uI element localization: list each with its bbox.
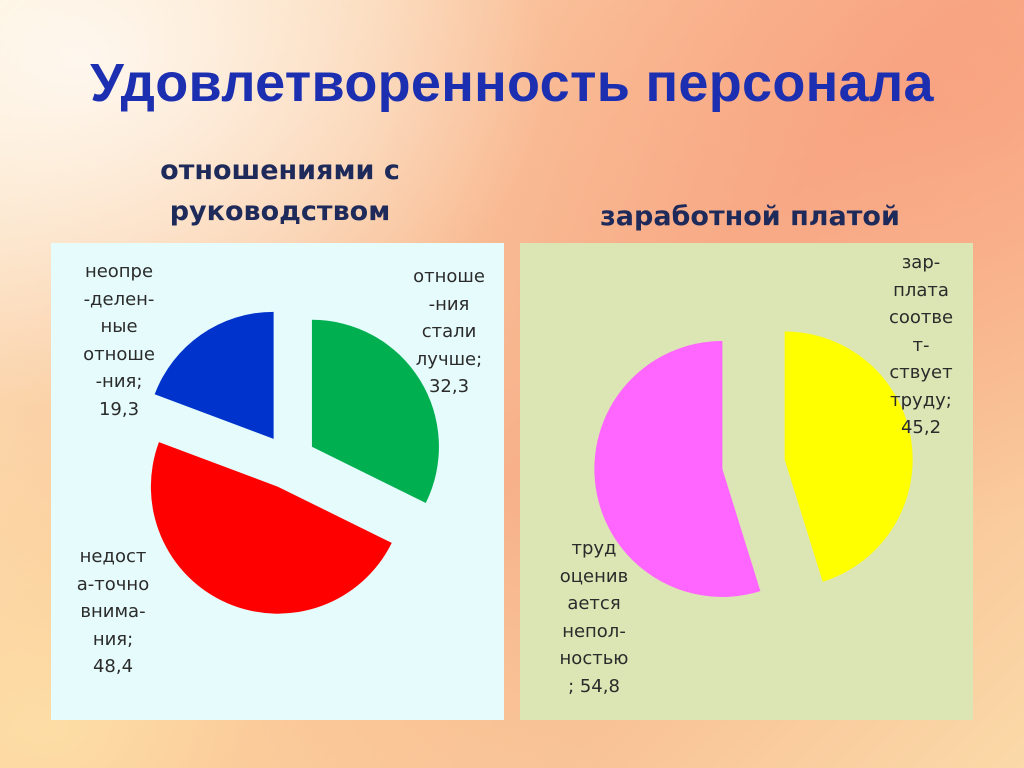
slice-label-better: отноше -ния стали лучше; 32,3: [413, 266, 485, 397]
slice-label-labor-underrated: труд оценив ается непол- ностью ; 54,8: [559, 538, 629, 697]
chart-title-management-text: отношениями с руководством: [160, 155, 400, 227]
pie-chart-salary: зар- плата соотве т- ствует труду; 45,2 …: [520, 243, 973, 720]
chart-title-salary-text: заработной платой: [600, 201, 900, 232]
pie-slice-labor-underrated: [594, 340, 761, 597]
chart-title-salary: заработной платой: [540, 196, 960, 237]
pie-svg-salary: [594, 331, 913, 597]
slice-label-attention: недост а-точно внима- ния; 48,4: [76, 546, 150, 677]
slide-title: Удовлетворенность персонала: [90, 53, 934, 113]
pie-slice-better: [311, 319, 439, 503]
slice-label-undefined: неопре -делен- ные отноше -ния; 19,3: [83, 261, 155, 420]
pie-svg-management: [150, 311, 439, 614]
slice-label-salary-matches: зар- плата соотве т- ствует труду; 45,2: [888, 252, 954, 438]
pie-slice-salary-matches: [784, 331, 913, 582]
pie-slice-undefined: [154, 311, 274, 439]
pie-slice-attention: [150, 442, 392, 614]
pie-chart-management: отноше -ния стали лучше; 32,3 недост а-т…: [51, 243, 504, 720]
chart-title-management: отношениями с руководством: [120, 150, 440, 232]
